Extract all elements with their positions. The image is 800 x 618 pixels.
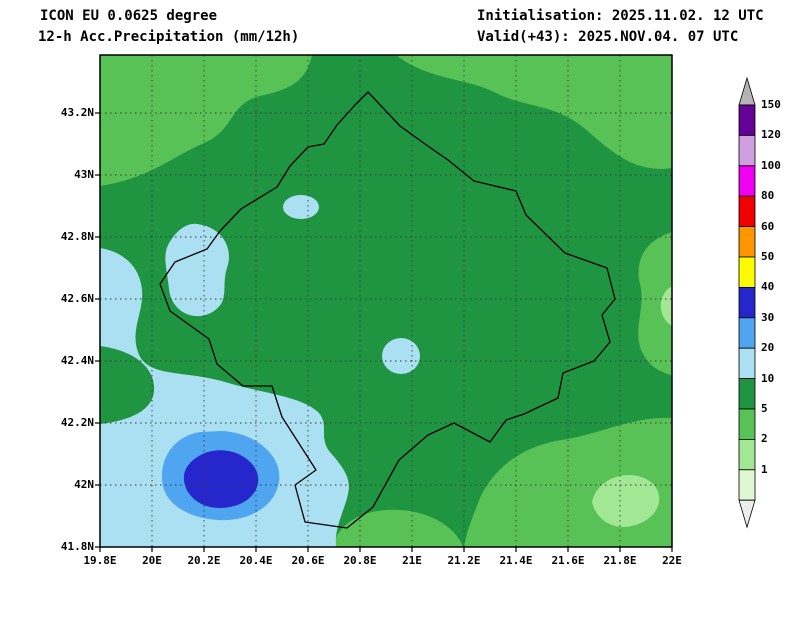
colorbar-band — [738, 438, 756, 471]
rain-region-2-5-northwest — [100, 55, 312, 186]
colorbar-band — [738, 226, 756, 258]
colorbar-band — [738, 195, 756, 227]
valid-time: Valid(+43): 2025.NOV.04. 07 UTC — [477, 29, 739, 45]
rain-region-2-5-top-east — [396, 55, 672, 169]
colorbar-band — [738, 408, 756, 440]
colorbar-below-min-arrow — [738, 499, 756, 529]
colorbar-band — [738, 286, 756, 319]
rain-region-10-20-center-oval — [382, 338, 420, 374]
rain-region-2-5-east-edge — [638, 232, 672, 376]
colorbar-band — [738, 378, 756, 410]
colorbar-band — [738, 347, 756, 380]
init-time: Initialisation: 2025.11.02. 12 UTC — [477, 8, 764, 24]
rain-field-layer — [100, 55, 672, 547]
tick-marks-layer — [95, 112, 673, 552]
colorbar-band — [738, 134, 756, 167]
product-title: 12-h Acc.Precipitation (mm/12h) — [38, 29, 300, 45]
colorbar-band — [738, 165, 756, 197]
rain-region-1-2-southeast-patch — [592, 474, 660, 527]
graticule-layer — [100, 55, 672, 547]
rain-region-5-10-west-intrusion — [100, 346, 155, 424]
colorbar-band — [738, 469, 756, 501]
rain-region-2-5-south-tongue — [332, 509, 463, 547]
colorbar-band — [738, 256, 756, 288]
rain-region-10-20-west-finger — [165, 223, 229, 317]
kosovo-border — [159, 91, 616, 529]
rain-region-1-2-east-sliver — [660, 286, 672, 326]
colorbar-above-max-arrow — [738, 76, 756, 106]
rain-region-10-20-north-oval — [283, 195, 319, 219]
map-frame — [99, 54, 673, 548]
model-title: ICON EU 0.0625 degree — [40, 8, 218, 24]
colorbar — [738, 76, 756, 529]
colorbar-band — [738, 104, 756, 136]
rain-region-30-40-core — [183, 450, 259, 508]
colorbar-band — [738, 317, 756, 349]
